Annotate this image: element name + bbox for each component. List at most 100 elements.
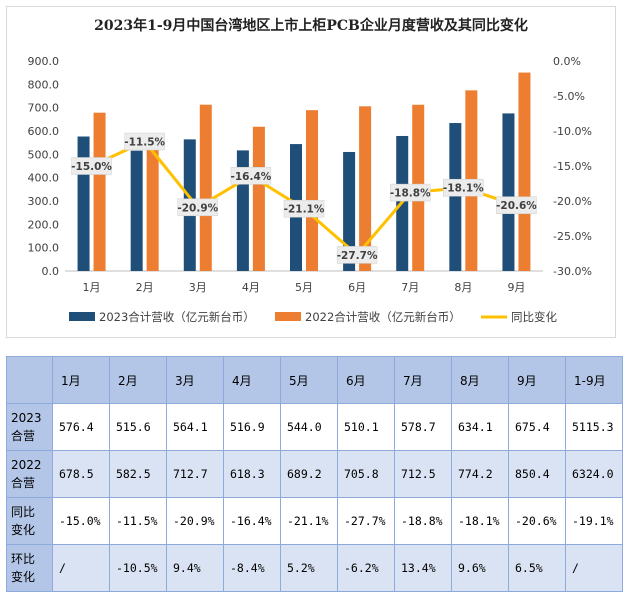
data-label: -27.7% <box>337 250 378 262</box>
table-cell: / <box>52 544 110 592</box>
table-cell: 5115.3 <box>565 403 623 451</box>
table-cell: 705.8 <box>337 450 395 498</box>
table-cell: 850.4 <box>508 450 566 498</box>
y-right-tick-label: -15.0% <box>553 160 592 173</box>
x-tick-label: 9月 <box>507 281 525 294</box>
header-cell: 8月 <box>451 356 509 404</box>
table-cell: 6324.0 <box>565 450 623 498</box>
legend-label: 2023合计营收（亿元新台币） <box>99 310 255 324</box>
bar <box>359 106 372 272</box>
legend-swatch <box>275 312 301 321</box>
table-cell: 13.4% <box>394 544 452 592</box>
row-label: 2023 合营 <box>6 403 53 451</box>
bar <box>77 136 90 271</box>
data-label: -21.1% <box>284 204 325 216</box>
table-cell: -10.5% <box>109 544 167 592</box>
header-cell: 4月 <box>223 356 281 404</box>
data-label-box <box>124 132 165 151</box>
y-left-tick-label: 0.0 <box>42 265 60 278</box>
table-cell: 9.4% <box>166 544 224 592</box>
data-label: -18.8% <box>390 188 431 200</box>
bar <box>502 113 515 271</box>
table-cell: 634.1 <box>451 403 509 451</box>
table-cell: 582.5 <box>109 450 167 498</box>
row-label-line: 变化 <box>11 523 36 537</box>
row-label-line: 合营 <box>11 429 36 443</box>
row-label-line: 环比 <box>11 552 36 566</box>
data-table: 1月 2月 3月 4月 5月 6月 7月 8月 9月 1-9月 2023 合营 5… <box>6 356 623 592</box>
data-label: -20.9% <box>177 202 218 214</box>
table-cell: -6.2% <box>337 544 395 592</box>
header-cell: 1月 <box>52 356 110 404</box>
table-row: 环比 变化 / -10.5% 9.4% -8.4% 5.2% -6.2% 13.4… <box>6 544 623 592</box>
data-label-box <box>230 167 272 185</box>
data-label-box <box>496 196 537 214</box>
row-label-line: 同比 <box>11 505 36 519</box>
table-cell: 675.4 <box>508 403 566 451</box>
y-right-tick-label: -10.0% <box>553 125 592 138</box>
table-cell: 712.5 <box>394 450 452 498</box>
table-cell: -19.1% <box>565 497 623 545</box>
data-label-box <box>389 183 431 202</box>
x-tick-label: 1月 <box>83 281 101 294</box>
y-left-tick-label: 300.0 <box>28 195 60 208</box>
table-header-row: 1月 2月 3月 4月 5月 6月 7月 8月 9月 1-9月 <box>6 356 623 404</box>
row-label-line: 合营 <box>11 476 36 490</box>
y-left-tick-label: 900.0 <box>28 55 60 68</box>
bar <box>146 135 159 271</box>
header-cell: 2月 <box>109 356 167 404</box>
table-cell: -20.9% <box>166 497 224 545</box>
data-label: -18.1% <box>443 183 484 195</box>
y-right-tick-label: -20.0% <box>553 195 592 208</box>
table-cell: 618.3 <box>223 450 281 498</box>
data-label-box <box>443 178 484 197</box>
table-cell: 576.4 <box>52 403 110 451</box>
bar <box>343 151 356 271</box>
header-cell: 7月 <box>394 356 452 404</box>
y-left-tick-label: 600.0 <box>28 125 60 138</box>
row-label-line: 2022 <box>11 458 42 472</box>
x-tick-label: 6月 <box>348 281 366 294</box>
data-label: -16.4% <box>230 171 271 183</box>
chart-title: 2023年1-9月中国台湾地区上市上柜PCB企业月度营收及其同比变化 <box>94 18 528 34</box>
y-right-tick-label: -30.0% <box>553 265 592 278</box>
table-cell: 515.6 <box>109 403 167 451</box>
x-tick-label: 3月 <box>189 281 207 294</box>
table-cell: 564.1 <box>166 403 224 451</box>
y-left-tick-label: 500.0 <box>28 148 60 161</box>
y-left-tick-label: 200.0 <box>28 218 60 231</box>
row-label-line: 变化 <box>11 570 36 584</box>
legend-label: 2022合计营收（亿元新台币） <box>305 310 461 324</box>
bar <box>252 126 265 271</box>
table-cell: -16.4% <box>223 497 281 545</box>
table-cell: -20.6% <box>508 497 566 545</box>
bar <box>449 123 462 271</box>
table-cell: -8.4% <box>223 544 281 592</box>
data-label: -15.0% <box>71 161 112 173</box>
x-tick-label: 8月 <box>454 281 472 294</box>
combo-chart: 0.0 100.0 200.0 300.0 400.0 500.0 600.0 700.0 80… <box>28 55 592 324</box>
table-cell: 516.9 <box>223 403 281 451</box>
data-label-box <box>177 198 219 217</box>
header-cell: 5月 <box>280 356 338 404</box>
y-left-tick-label: 400.0 <box>28 172 60 185</box>
x-tick-label: 7月 <box>401 281 419 294</box>
bar <box>306 110 318 271</box>
x-tick-label: 2月 <box>136 281 154 294</box>
bar <box>199 104 212 271</box>
data-label: -20.6% <box>496 200 537 212</box>
data-label-box <box>336 246 378 264</box>
y-left-tick-label: 800.0 <box>28 78 60 91</box>
table-cell: 774.2 <box>451 450 509 498</box>
table-cell: 9.6% <box>451 544 509 592</box>
y-right-tick-label: -5.0% <box>553 90 585 103</box>
legend-swatch <box>69 312 95 321</box>
table-cell: -18.8% <box>394 497 452 545</box>
y-left-tick-label: 100.0 <box>28 242 60 255</box>
table-cell: / <box>565 544 623 592</box>
data-label-box <box>71 157 112 175</box>
y-left-tick-label: 700.0 <box>28 102 60 115</box>
table-cell: -21.1% <box>280 497 338 545</box>
header-cell: 6月 <box>337 356 395 404</box>
chart-container: 2023年1-9月中国台湾地区上市上柜PCB企业月度营收及其同比变化 0.0 10… <box>6 6 616 338</box>
